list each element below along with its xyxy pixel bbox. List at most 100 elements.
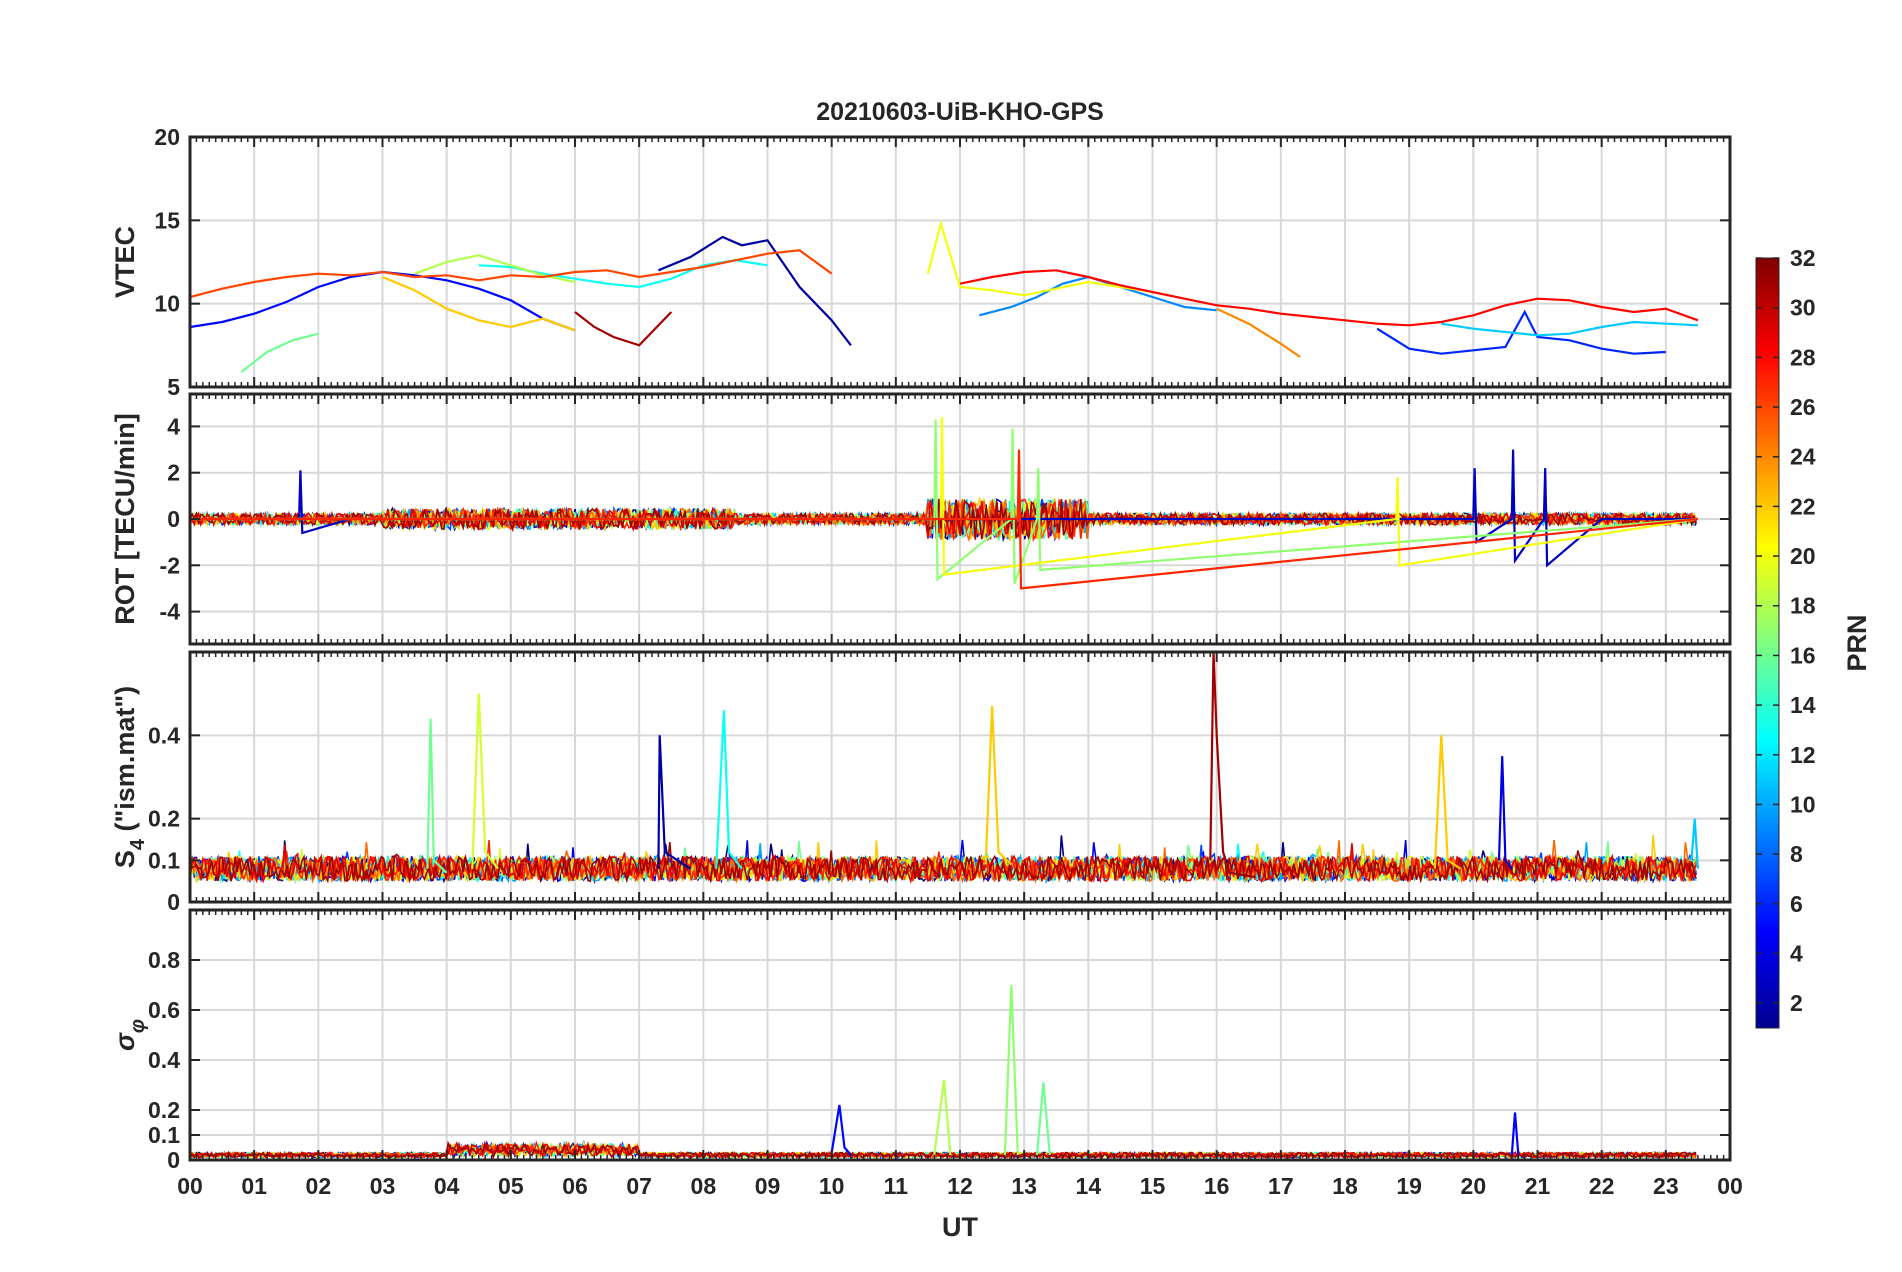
colorbar-tick-label: 2: [1790, 990, 1803, 1016]
x-tick-label: 07: [626, 1173, 652, 1199]
y-tick-label: 0.1: [148, 1122, 180, 1148]
x-tick-label: 05: [498, 1173, 524, 1199]
colorbar-tick-label: 8: [1790, 841, 1803, 867]
x-axis-ticks: 00 01 02 03 04 05 06 07 08 09 10 11 12 13 14 15 16 17 18 19…: [177, 1173, 1743, 1199]
x-tick-label: 13: [1011, 1173, 1037, 1199]
series-group: [190, 652, 1699, 885]
colorbar-gradient: [1755, 257, 1780, 1029]
panel-vtec: 5 10 15 20 VTEC: [110, 124, 1732, 400]
series-line-prn-29: [190, 843, 1697, 884]
x-tick-label: 00: [1717, 1173, 1743, 1199]
x-tick-label: 10: [819, 1173, 845, 1199]
y-tick-label: 4: [167, 413, 180, 439]
panel-frame: [188, 908, 1732, 1162]
colorbar-tick-label: 28: [1790, 344, 1816, 370]
series-line-prn-6: [1376, 309, 1666, 355]
x-tick-label: 22: [1589, 1173, 1615, 1199]
series-line-prn-16: [1035, 1082, 1051, 1156]
colorbar-label: PRN: [1842, 614, 1872, 671]
series-line-prn-31: [574, 311, 673, 347]
x-tick-label: 03: [370, 1173, 396, 1199]
series-line-prn-20: [926, 219, 1153, 297]
series-line-prn-11: [1441, 320, 1698, 337]
y-tick-label: 0.8: [148, 947, 180, 973]
y-tick-label: 0: [167, 1147, 180, 1173]
colorbar-tick-label: 26: [1790, 394, 1816, 420]
series-line-prn-11: [1690, 818, 1699, 869]
x-tick-label: 20: [1461, 1173, 1487, 1199]
panel-frame: [188, 135, 1732, 389]
series-line-prn-2: [657, 735, 692, 870]
series-line-prn-17: [190, 419, 1698, 585]
colorbar-tick-label: 20: [1790, 543, 1816, 569]
x-tick-label: 14: [1076, 1173, 1102, 1199]
panel-frame: [188, 650, 1732, 904]
x-tick-label: 02: [306, 1173, 332, 1199]
colorbar-tick-label: 22: [1790, 493, 1816, 519]
x-tick-label: 11: [884, 1173, 909, 1199]
x-tick-label: 16: [1204, 1173, 1230, 1199]
series-line-prn-26: [190, 249, 833, 299]
x-tick-label: 06: [562, 1173, 588, 1199]
y-axis-label-s4: S4 ("ism.mat"): [110, 686, 149, 868]
colorbar-tick-label: 18: [1790, 593, 1816, 619]
panel-rot: -4 -2 0 2 4 ROT [TECU/min]: [110, 392, 1732, 646]
series-group: [190, 417, 1699, 590]
colorbar-tick-label: 10: [1790, 791, 1816, 817]
y-tick-label: 0: [167, 506, 180, 532]
series-line-prn-27: [190, 449, 1699, 590]
series-line-prn-4: [1497, 756, 1513, 870]
series-line-prn-16: [240, 332, 319, 373]
y-tick-label: 0.2: [148, 1097, 180, 1123]
series-line-prn-13: [715, 710, 743, 870]
x-tick-label: 17: [1268, 1173, 1294, 1199]
series-line-prn-24: [1216, 307, 1301, 358]
y-tick-label: 20: [154, 124, 180, 150]
colorbar-tick-label: 6: [1790, 891, 1803, 917]
chart-title: 20210603-UiB-KHO-GPS: [816, 98, 1104, 126]
x-tick-label: 19: [1396, 1173, 1422, 1199]
y-tick-label: 10: [154, 291, 180, 317]
series-line-prn-31: [190, 842, 1697, 884]
y-axis-label-rot: ROT [TECU/min]: [110, 413, 140, 624]
series-line-prn-2: [657, 235, 852, 346]
y-tick-label: 0.6: [148, 997, 180, 1023]
colorbar-tick-label: 16: [1790, 642, 1816, 668]
y-tick-label: 0.4: [148, 1047, 180, 1073]
panel-s4: 0 0.1 0.2 0.4S4 ("ism.mat"): [110, 650, 1732, 915]
x-tick-label: 04: [434, 1173, 460, 1199]
y-tick-label: 15: [154, 207, 180, 233]
colorbar-tick-label: 30: [1790, 295, 1816, 321]
series-line-prn-20: [190, 417, 1699, 576]
series-line-prn-28: [959, 269, 1699, 327]
x-tick-label: 12: [947, 1173, 973, 1199]
series-line-prn-17: [1003, 984, 1019, 1156]
series-line-prn-3: [190, 449, 1698, 568]
series-group: [190, 219, 1699, 373]
series-line-prn-5: [1510, 1112, 1520, 1156]
panel-sigma_phi: 00.10.2 0.4 0.6 0.8 σφ: [110, 908, 1732, 1173]
series-line-prn-22: [382, 275, 576, 332]
colorbar-tick-label: 14: [1790, 692, 1816, 718]
y-tick-label: 0.1: [148, 847, 180, 873]
series-line-prn-19: [471, 693, 499, 870]
x-tick-label: 09: [755, 1173, 781, 1199]
y-tick-label: -4: [160, 599, 181, 625]
colorbar-tick-label: 24: [1790, 444, 1816, 470]
y-tick-label: -2: [160, 552, 180, 578]
y-axis-label-sigma_phi: σφ: [110, 1019, 149, 1051]
series-line-prn-31: [1209, 652, 1256, 879]
y-tick-label: 0: [167, 889, 180, 915]
x-tick-label: 08: [691, 1173, 717, 1199]
y-tick-label: 0.4: [148, 722, 180, 748]
x-tick-label: 01: [241, 1173, 267, 1199]
x-tick-label: 21: [1525, 1173, 1551, 1199]
x-tick-label: 23: [1653, 1173, 1679, 1199]
y-axis-label-vtec: VTEC: [110, 226, 140, 298]
series-line-prn-22: [1433, 735, 1462, 870]
y-tick-label: 2: [167, 460, 180, 486]
x-tick-label: 18: [1332, 1173, 1358, 1199]
